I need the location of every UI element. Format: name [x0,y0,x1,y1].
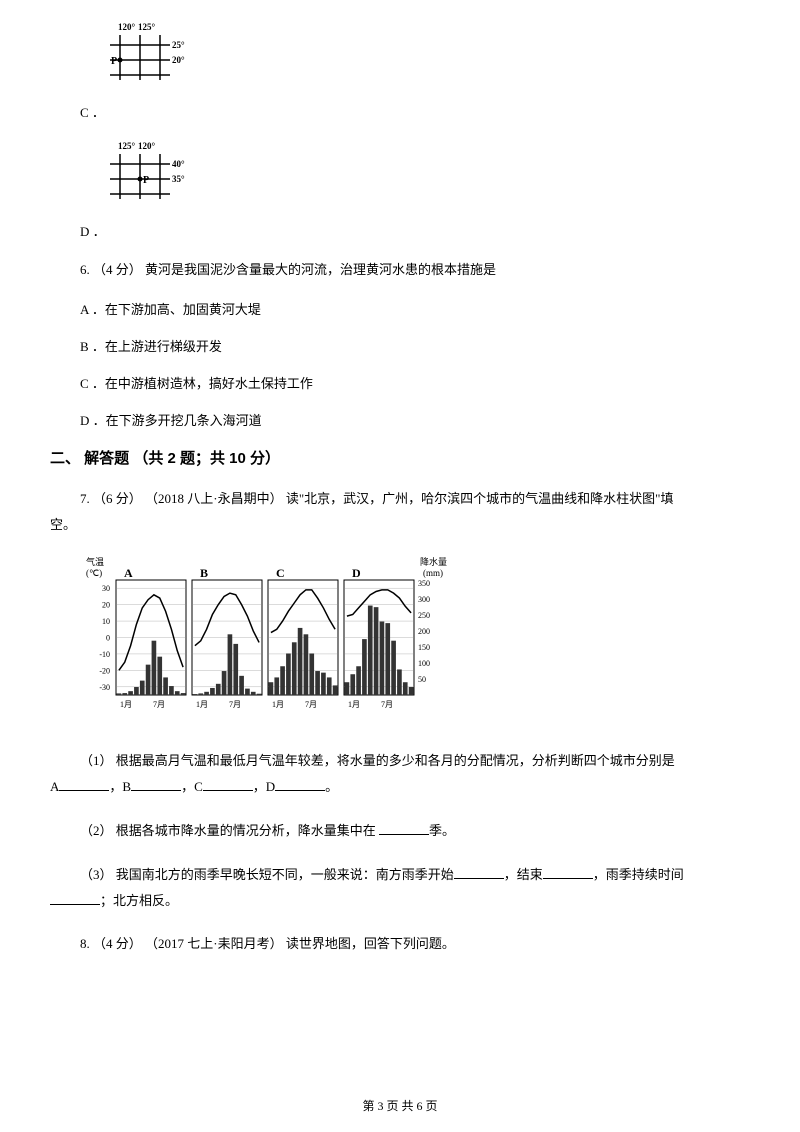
q7-stem: 7. （6 分） （2018 八上·永昌期中） 读"北京，武汉，广州，哈尔滨四个… [50,486,750,538]
blank-duration[interactable] [50,892,100,905]
svg-text:7月: 7月 [229,700,241,709]
diagram-c: 120° 125° 25° 20° P [100,20,750,94]
blank-b[interactable] [131,778,181,791]
svg-text:-20: -20 [99,667,110,676]
svg-text:降水量: 降水量 [420,556,447,567]
svg-text:250: 250 [418,612,430,621]
svg-text:7月: 7月 [153,700,165,709]
blank-d[interactable] [275,778,325,791]
svg-text:1月: 1月 [272,700,284,709]
q7-1-text: （1） 根据最高月气温和最低月气温年较差，将水量的多少和各月的分配情况，分析判断… [80,753,675,768]
svg-text:300: 300 [418,596,430,605]
diagram-d: 125° 120° 40° 35° P [100,139,750,213]
svg-text:7月: 7月 [305,700,317,709]
svg-text:-30: -30 [99,683,110,692]
q6-b: B ．在上游进行梯级开发 [80,336,750,355]
svg-text:-10: -10 [99,650,110,659]
q6-d: D ．在下游多开挖几条入海河道 [80,410,750,429]
blank-end[interactable] [543,866,593,879]
svg-text:200: 200 [418,628,430,637]
q8-stem: 8. （4 分） （2017 七上·耒阳月考） 读世界地图，回答下列问题。 [80,932,750,955]
q7-2: （2） 根据各城市降水量的情况分析，降水量集中在 季。 [80,818,750,844]
page-footer: 第 3 页 共 6 页 [0,1097,800,1114]
q7-1-sep2: ，C [181,779,203,794]
blank-season[interactable] [379,822,429,835]
p-label-d: P [143,175,149,186]
lat-top-d: 40° [172,159,185,169]
svg-text:10: 10 [102,617,110,626]
q6-c: C ．在中游植树造林，搞好水土保持工作 [80,373,750,392]
q7-2-a: （2） 根据各城市降水量的情况分析，降水量集中在 [80,823,379,838]
svg-text:B: B [200,566,208,580]
svg-text:50: 50 [418,675,426,684]
svg-text:30: 30 [102,585,110,594]
svg-text:100: 100 [418,659,430,668]
q7-3-d: ；北方相反。 [100,893,178,908]
option-d-letter: D ． [80,221,750,240]
q7-3: （3） 我国南北方的雨季早晚长短不同，一般来说：南方雨季开始 ，结束 ，雨季持续时间… [80,862,750,914]
lon-left-c: 120° [118,22,136,32]
q7-1: （1） 根据最高月气温和最低月气温年较差，将水量的多少和各月的分配情况，分析判断… [80,748,750,800]
lon-right-d: 120° [138,141,156,151]
svg-text:A: A [124,566,133,580]
q6-a: A ．在下游加高、加固黄河大堤 [80,299,750,318]
q7-stem-a: 7. （6 分） （2018 八上·永昌期中） 读"北京，武汉，广州，哈尔滨四个… [80,491,673,506]
section-2-header: 二、 解答题 （共 2 题；共 10 分） [50,447,750,468]
svg-text:350: 350 [418,580,430,589]
svg-text:1月: 1月 [120,700,132,709]
svg-text:1月: 1月 [348,700,360,709]
lon-right-c: 125° [138,22,156,32]
blank-c[interactable] [203,778,253,791]
lat-top-c: 25° [172,40,185,50]
svg-text:1月: 1月 [196,700,208,709]
blank-a[interactable] [59,778,109,791]
p-label-c: P [111,56,117,67]
svg-text:7月: 7月 [381,700,393,709]
q7-2-b: 季。 [429,823,455,838]
q7-1-a: A [50,779,59,794]
q7-3-b: ，结束 [504,867,543,882]
option-c-letter: C ． [80,102,750,121]
q7-1-sep1: ，B [109,779,131,794]
q6-stem: 6. （4 分） 黄河是我国泥沙含量最大的河流，治理黄河水患的根本措施是 [80,258,750,281]
svg-text:0: 0 [106,634,110,643]
svg-text:D: D [352,566,361,580]
q7-stem-b: 空。 [50,517,76,532]
svg-text:(℃): (℃) [86,568,102,578]
q7-1-end: 。 [325,779,338,794]
svg-text:气温: 气温 [86,556,104,567]
climate-chart: 气温(℃)降水量(mm)3020100-10-20-30350300250200… [80,550,750,724]
q7-1-sep3: ，D [253,779,275,794]
lat-bot-c: 20° [172,55,185,65]
svg-text:150: 150 [418,643,430,652]
lat-bot-d: 35° [172,174,185,184]
svg-text:C: C [276,566,285,580]
lon-left-d: 125° [118,141,136,151]
svg-text:(mm): (mm) [423,568,443,578]
blank-start[interactable] [454,866,504,879]
q7-3-c: ，雨季持续时间 [593,867,684,882]
svg-text:20: 20 [102,601,110,610]
q7-3-a: （3） 我国南北方的雨季早晚长短不同，一般来说：南方雨季开始 [80,867,454,882]
